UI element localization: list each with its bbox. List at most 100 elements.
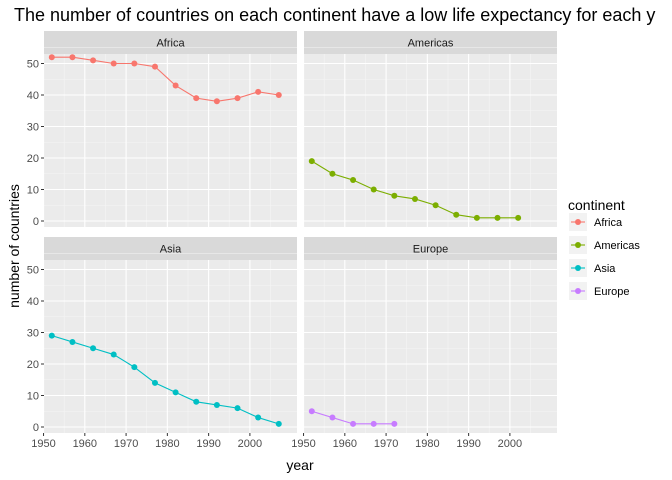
x-tick-label: 2000: [238, 438, 262, 450]
data-point-europe: [308, 408, 315, 415]
data-point-asia: [131, 364, 138, 371]
x-tick-label: 1970: [374, 438, 398, 450]
data-point-europe: [370, 420, 377, 427]
x-tick-label: 1950: [291, 438, 315, 450]
legend-key-point: [575, 219, 581, 225]
facet-strip-label: Asia: [160, 244, 182, 256]
y-tick-label: 30: [27, 328, 39, 340]
data-point-americas: [432, 202, 439, 209]
data-point-americas: [350, 177, 357, 184]
data-point-asia: [255, 414, 262, 421]
panel-background: [44, 260, 297, 433]
data-point-americas: [308, 158, 315, 165]
data-point-africa: [110, 60, 117, 67]
legend-label: Africa: [594, 217, 623, 229]
data-point-africa: [172, 82, 179, 89]
data-point-africa: [131, 60, 138, 67]
chart-title: The number of countries on each continen…: [14, 5, 655, 25]
y-tick-label: 0: [33, 216, 39, 228]
legend-item-europe: Europe: [569, 282, 629, 300]
facet-strip: [44, 237, 297, 260]
legend-title: continent: [568, 197, 625, 213]
data-point-asia: [151, 379, 158, 386]
x-tick-label: 1980: [415, 438, 439, 450]
data-point-asia: [275, 420, 282, 427]
legend-label: Asia: [594, 263, 616, 275]
data-point-americas: [411, 195, 418, 202]
series-line-asia: [51, 335, 279, 425]
data-point-asia: [69, 338, 76, 345]
legend-item-asia: Asia: [569, 259, 616, 277]
data-point-africa: [90, 57, 97, 64]
facet-strip: [44, 31, 297, 54]
data-point-africa: [213, 98, 220, 105]
legend-item-americas: Americas: [569, 236, 640, 254]
y-tick-label: 0: [33, 422, 39, 434]
x-tick-label: 1980: [155, 438, 179, 450]
y-axis-title: number of countries: [6, 184, 22, 308]
data-point-africa: [255, 88, 262, 95]
data-point-asia: [193, 398, 200, 405]
facet-strip-label: Europe: [413, 244, 448, 256]
y-tick-label: 30: [27, 122, 39, 134]
data-point-africa: [69, 54, 76, 61]
x-tick-label: 1960: [333, 438, 357, 450]
legend-item-africa: Africa: [569, 213, 623, 231]
facet-strip: [304, 237, 557, 260]
y-tick-label: 10: [27, 391, 39, 403]
data-point-americas: [391, 192, 398, 199]
panel-background: [44, 54, 297, 227]
y-tick-label: 50: [27, 59, 39, 71]
legend-key-point: [575, 265, 581, 271]
y-tick-label: 10: [27, 185, 39, 197]
data-point-asia: [234, 405, 241, 412]
panel-background: [304, 260, 557, 433]
legend-key-point: [575, 288, 581, 294]
legend-label: Americas: [594, 240, 640, 252]
facet-panel-europe: Europe 1950 1960 1970 1980 1990 2000: [291, 237, 557, 450]
facet-panel-asia: Asia 0 10 20 30 40 50 1950 1960 1970 1980 1990 2000: [27, 237, 297, 450]
y-tick-label: 40: [27, 296, 39, 308]
x-axis-title: year: [286, 457, 314, 473]
data-point-asia: [48, 332, 55, 339]
data-point-americas: [453, 211, 460, 218]
x-tick-label: 1990: [456, 438, 480, 450]
y-tick-label: 20: [27, 359, 39, 371]
data-point-asia: [90, 345, 97, 352]
data-point-africa: [193, 95, 200, 102]
legend: continent Africa Americas Asia Europe: [568, 197, 640, 300]
x-tick-label: 1960: [73, 438, 97, 450]
data-point-americas: [370, 186, 377, 193]
data-point-americas: [473, 214, 480, 221]
legend-key-point: [575, 242, 581, 248]
x-tick-label: 1970: [114, 438, 138, 450]
x-tick-label: 1990: [196, 438, 220, 450]
facet-strip-label: Africa: [156, 38, 185, 50]
panel-background: [304, 54, 557, 227]
data-point-africa: [151, 63, 158, 70]
x-tick-label: 1950: [31, 438, 55, 450]
data-point-asia: [172, 389, 179, 396]
series-line-africa: [51, 56, 279, 102]
data-point-africa: [234, 95, 241, 102]
data-point-americas: [329, 170, 336, 177]
data-point-europe: [350, 420, 357, 427]
facet-panel-africa: Africa 0 10 20 30 40 50: [27, 31, 297, 228]
data-point-africa: [275, 92, 282, 98]
x-tick-label: 2000: [498, 438, 522, 450]
data-point-europe: [391, 420, 398, 427]
data-point-europe: [329, 414, 336, 421]
y-tick-label: 40: [27, 90, 39, 102]
y-tick-label: 20: [27, 153, 39, 165]
facet-panel-americas: Americas: [302, 31, 557, 227]
data-point-asia: [213, 401, 220, 408]
y-tick-label: 50: [27, 265, 39, 277]
data-point-africa: [48, 54, 55, 61]
facet-strip-label: Americas: [408, 38, 454, 50]
data-point-americas: [515, 214, 522, 221]
facet-strip: [304, 31, 557, 54]
data-point-americas: [494, 214, 501, 221]
data-point-asia: [110, 351, 117, 358]
legend-label: Europe: [594, 286, 629, 298]
